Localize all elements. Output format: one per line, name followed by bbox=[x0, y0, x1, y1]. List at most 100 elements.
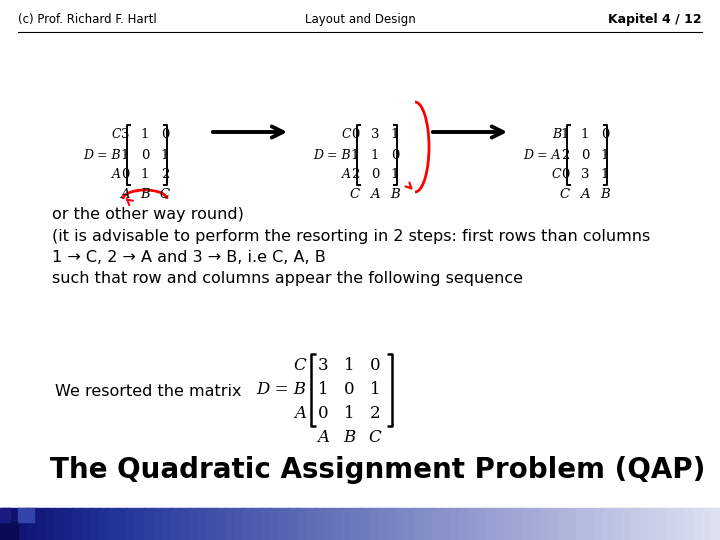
Bar bbox=[81, 508, 91, 540]
Bar bbox=[252, 508, 262, 540]
Text: A: A bbox=[112, 168, 121, 181]
Bar bbox=[180, 508, 190, 540]
Bar bbox=[27, 508, 37, 540]
Bar bbox=[198, 508, 208, 540]
Bar bbox=[657, 508, 667, 540]
Bar bbox=[162, 508, 172, 540]
Bar bbox=[261, 508, 271, 540]
Text: 1: 1 bbox=[391, 129, 399, 141]
Bar bbox=[693, 508, 703, 540]
Bar bbox=[333, 508, 343, 540]
Bar bbox=[225, 508, 235, 540]
Text: 1: 1 bbox=[581, 129, 589, 141]
Text: D = B: D = B bbox=[313, 148, 351, 161]
Text: 0: 0 bbox=[161, 129, 169, 141]
Bar bbox=[504, 508, 514, 540]
Text: 2: 2 bbox=[561, 148, 570, 161]
Bar bbox=[711, 508, 720, 540]
Bar bbox=[432, 508, 442, 540]
Text: 1: 1 bbox=[561, 129, 570, 141]
Bar bbox=[315, 508, 325, 540]
Bar bbox=[36, 508, 46, 540]
Text: 1: 1 bbox=[391, 168, 399, 181]
Text: C: C bbox=[112, 129, 121, 141]
Bar bbox=[171, 508, 181, 540]
Text: or the other way round): or the other way round) bbox=[52, 207, 244, 222]
Bar bbox=[144, 508, 154, 540]
Bar bbox=[567, 508, 577, 540]
Text: C: C bbox=[160, 188, 170, 201]
Text: D = B: D = B bbox=[256, 381, 306, 399]
Bar bbox=[639, 508, 649, 540]
Text: Layout and Design: Layout and Design bbox=[305, 14, 415, 26]
Bar bbox=[603, 508, 613, 540]
Text: A: A bbox=[342, 168, 351, 181]
Text: C: C bbox=[350, 188, 360, 201]
Bar bbox=[0, 508, 10, 522]
Bar bbox=[423, 508, 433, 540]
Text: 2: 2 bbox=[161, 168, 169, 181]
Text: 0: 0 bbox=[391, 148, 399, 161]
Text: A: A bbox=[370, 188, 380, 201]
Bar bbox=[558, 508, 568, 540]
Text: B: B bbox=[140, 188, 150, 201]
Bar bbox=[594, 508, 604, 540]
Text: A: A bbox=[120, 188, 130, 201]
Text: A: A bbox=[580, 188, 590, 201]
Bar bbox=[450, 508, 460, 540]
Text: 1: 1 bbox=[141, 129, 149, 141]
Bar bbox=[621, 508, 631, 540]
Text: 1: 1 bbox=[600, 148, 609, 161]
Text: 0: 0 bbox=[351, 129, 359, 141]
Bar bbox=[702, 508, 712, 540]
Text: 0: 0 bbox=[581, 148, 589, 161]
Text: 0: 0 bbox=[141, 148, 149, 161]
Bar bbox=[207, 508, 217, 540]
Text: 0: 0 bbox=[318, 406, 328, 422]
Text: C: C bbox=[341, 129, 351, 141]
Text: We resorted the matrix: We resorted the matrix bbox=[55, 384, 241, 400]
Bar bbox=[441, 508, 451, 540]
Text: 0: 0 bbox=[561, 168, 570, 181]
Bar bbox=[405, 508, 415, 540]
Bar bbox=[9, 508, 19, 540]
Bar bbox=[126, 508, 136, 540]
Text: 1: 1 bbox=[600, 168, 609, 181]
Text: 2: 2 bbox=[369, 406, 380, 422]
Text: A: A bbox=[317, 429, 329, 447]
Text: B: B bbox=[552, 129, 561, 141]
Bar bbox=[90, 508, 100, 540]
Bar bbox=[135, 508, 145, 540]
Text: 1: 1 bbox=[161, 148, 169, 161]
Bar bbox=[99, 508, 109, 540]
Text: C: C bbox=[369, 429, 382, 447]
Bar bbox=[297, 508, 307, 540]
Bar bbox=[234, 508, 244, 540]
Bar bbox=[306, 508, 316, 540]
Bar bbox=[45, 508, 55, 540]
Bar bbox=[270, 508, 280, 540]
Text: 1: 1 bbox=[318, 381, 328, 399]
Text: 3: 3 bbox=[581, 168, 589, 181]
Bar bbox=[0, 508, 10, 540]
Bar bbox=[0, 522, 18, 540]
Bar bbox=[279, 508, 289, 540]
Bar bbox=[612, 508, 622, 540]
Text: 1: 1 bbox=[121, 148, 129, 161]
Text: 1: 1 bbox=[369, 381, 380, 399]
Bar bbox=[108, 508, 118, 540]
Text: (it is advisable to perform the resorting in 2 steps: first rows than columns: (it is advisable to perform the resortin… bbox=[52, 228, 650, 244]
Text: 3: 3 bbox=[371, 129, 379, 141]
Text: C: C bbox=[293, 357, 306, 375]
Text: 1 → C, 2 → A and 3 → B, i.e C, A, B: 1 → C, 2 → A and 3 → B, i.e C, A, B bbox=[52, 249, 325, 265]
Bar bbox=[63, 508, 73, 540]
Bar bbox=[684, 508, 694, 540]
Bar bbox=[342, 508, 352, 540]
Bar bbox=[414, 508, 424, 540]
Text: The Quadratic Assignment Problem (QAP): The Quadratic Assignment Problem (QAP) bbox=[50, 456, 706, 484]
Text: 1: 1 bbox=[343, 357, 354, 375]
Bar bbox=[153, 508, 163, 540]
Bar bbox=[18, 508, 28, 540]
Bar bbox=[288, 508, 298, 540]
Bar bbox=[495, 508, 505, 540]
